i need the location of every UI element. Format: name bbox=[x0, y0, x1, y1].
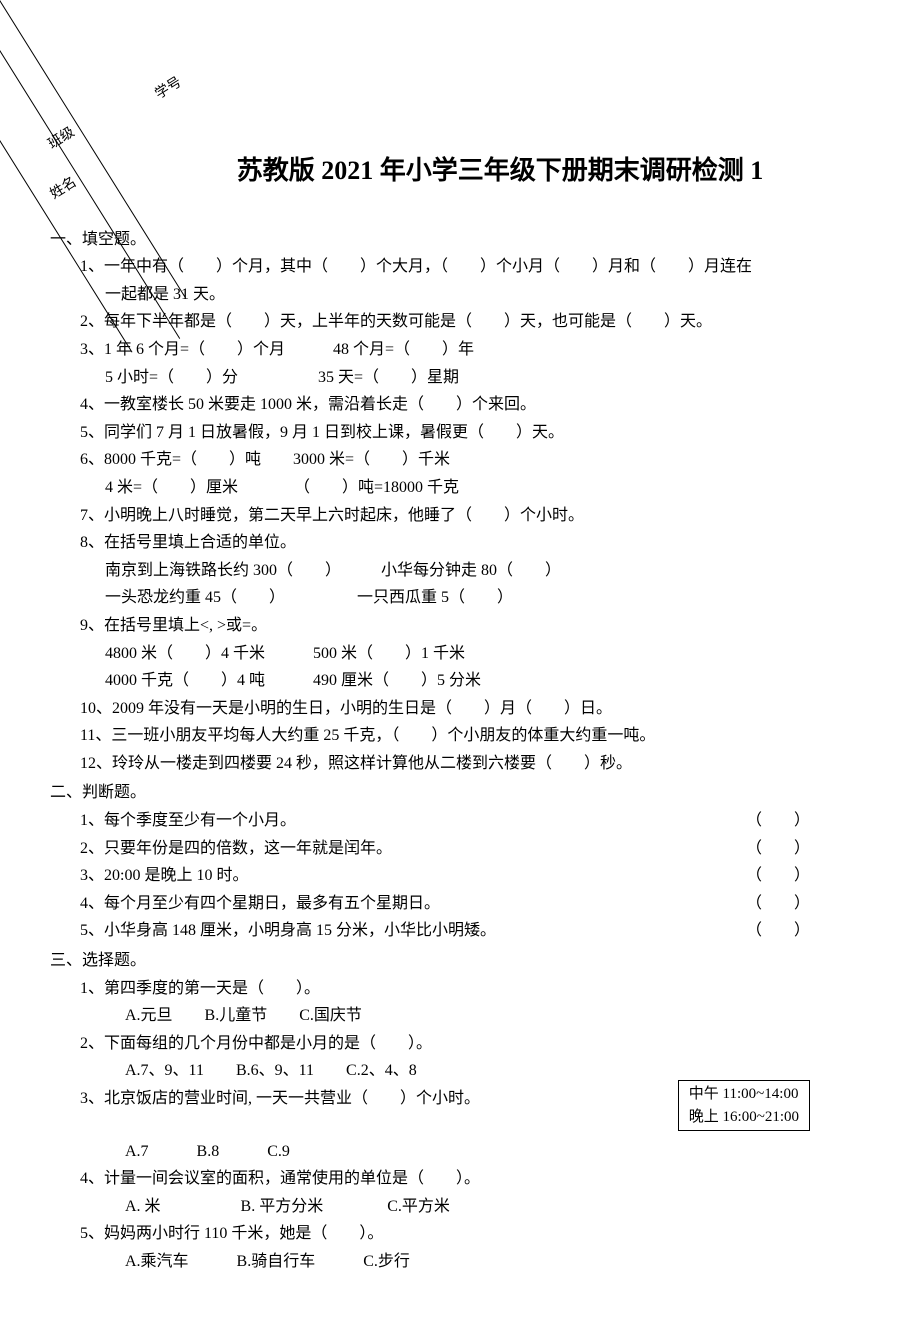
q2-5: 5、小华身高 148 厘米，小明身高 15 分米，小华比小明矮。 （ ） bbox=[50, 918, 870, 944]
q1-9: 9、在括号里填上<, >或=。 bbox=[50, 613, 870, 639]
q3-5-opts: A.乘汽车 B.骑自行车 C.步行 bbox=[50, 1249, 870, 1275]
business-hours-box: 中午 11:00~14:00 晚上 16:00~21:00 bbox=[678, 1080, 810, 1131]
page-title: 苏教版 2021 年小学三年级下册期末调研检测 1 bbox=[130, 150, 870, 192]
q1-9a: 4800 米（ ）4 千米 500 米（ ）1 千米 bbox=[50, 641, 870, 667]
q1-10: 10、2009 年没有一天是小明的生日，小明的生日是（ ）月（ ）日。 bbox=[50, 696, 870, 722]
q1-2: 2、每年下半年都是（ ）天，上半年的天数可能是（ ）天，也可能是（ ）天。 bbox=[50, 309, 870, 335]
judge-blank: （ ） bbox=[746, 836, 810, 862]
box-line1: 中午 11:00~14:00 bbox=[689, 1083, 799, 1106]
q2-1: 1、每个季度至少有一个小月。 （ ） bbox=[50, 808, 870, 834]
q1-4: 4、一教室楼长 50 米要走 1000 米，需沿着长走（ ）个来回。 bbox=[50, 392, 870, 418]
q1-8a: 南京到上海铁路长约 300（ ） 小华每分钟走 80（ ） bbox=[50, 558, 870, 584]
q1-7: 7、小明晚上八时睡觉，第二天早上六时起床，他睡了（ ）个小时。 bbox=[50, 503, 870, 529]
q1-5: 5、同学们 7 月 1 日放暑假，9 月 1 日到校上课，暑假更（ ）天。 bbox=[50, 420, 870, 446]
q2-4: 4、每个月至少有四个星期日，最多有五个星期日。 （ ） bbox=[50, 891, 870, 917]
q1-12: 12、玲玲从一楼走到四楼要 24 秒，照这样计算他从二楼到六楼要（ ）秒。 bbox=[50, 751, 870, 777]
q2-2: 2、只要年份是四的倍数，这一年就是闰年。 （ ） bbox=[50, 836, 870, 862]
q1-3a: 3、1 年 6 个月=（ ）个月 48 个月=（ ）年 bbox=[50, 337, 870, 363]
section-1-heading: 一、填空题。 bbox=[50, 227, 870, 253]
q1-8b: 一头恐龙约重 45（ ） 一只西瓜重 5（ ） bbox=[50, 585, 870, 611]
q1-9b: 4000 千克（ ）4 吨 490 厘米（ ）5 分米 bbox=[50, 668, 870, 694]
student-id-label: 学号 bbox=[151, 72, 187, 106]
diagonal-line bbox=[0, 0, 185, 297]
judge-blank: （ ） bbox=[746, 863, 810, 889]
q1-6b: 4 米=（ ）厘米 （ ）吨=18000 千克 bbox=[50, 475, 870, 501]
q1-3b: 5 小时=（ ）分 35 天=（ ）星期 bbox=[50, 365, 870, 391]
q2-3: 3、20:00 是晚上 10 时。 （ ） bbox=[50, 863, 870, 889]
q1-8: 8、在括号里填上合适的单位。 bbox=[50, 530, 870, 556]
q2-2-text: 2、只要年份是四的倍数，这一年就是闰年。 bbox=[80, 840, 392, 857]
q1-1-cont: 一起都是 31 天。 bbox=[50, 282, 870, 308]
judge-blank: （ ） bbox=[746, 918, 810, 944]
judge-blank: （ ） bbox=[746, 891, 810, 917]
q3-1: 1、第四季度的第一天是（ ）。 bbox=[50, 976, 870, 1002]
name-label: 姓名 bbox=[46, 172, 82, 206]
class-label: 班级 bbox=[44, 122, 80, 156]
section-2-heading: 二、判断题。 bbox=[50, 780, 870, 806]
q3-2: 2、下面每组的几个月份中都是小月的是（ ）。 bbox=[50, 1031, 870, 1057]
q1-11: 11、三一班小朋友平均每人大约重 25 千克，（ ）个小朋友的体重大约重一吨。 bbox=[50, 723, 870, 749]
judge-blank: （ ） bbox=[746, 808, 810, 834]
q2-4-text: 4、每个月至少有四个星期日，最多有五个星期日。 bbox=[80, 895, 440, 912]
section-3-heading: 三、选择题。 bbox=[50, 948, 870, 974]
q2-1-text: 1、每个季度至少有一个小月。 bbox=[80, 812, 296, 829]
q3-1-opts: A.元旦 B.儿童节 C.国庆节 bbox=[50, 1003, 870, 1029]
q3-4: 4、计量一间会议室的面积，通常使用的单位是（ ）。 bbox=[50, 1166, 870, 1192]
q1-6a: 6、8000 千克=（ ）吨 3000 米=（ ）千米 bbox=[50, 447, 870, 473]
box-line2: 晚上 16:00~21:00 bbox=[689, 1106, 799, 1129]
q2-5-text: 5、小华身高 148 厘米，小明身高 15 分米，小华比小明矮。 bbox=[80, 922, 496, 939]
q3-3-container: 3、北京饭店的营业时间, 一天一共营业（ ）个小时。 中午 11:00~14:0… bbox=[50, 1086, 870, 1112]
q3-5: 5、妈妈两小时行 110 千米，她是（ ）。 bbox=[50, 1221, 870, 1247]
q3-4-opts: A. 米 B. 平方分米 C.平方米 bbox=[50, 1194, 870, 1220]
q1-1: 1、一年中有（ ）个月，其中（ ）个大月，（ ）个小月（ ）月和（ ）月连在 bbox=[50, 254, 870, 280]
q3-3-opts: A.7 B.8 C.9 bbox=[50, 1139, 870, 1165]
q2-3-text: 3、20:00 是晚上 10 时。 bbox=[80, 867, 248, 884]
